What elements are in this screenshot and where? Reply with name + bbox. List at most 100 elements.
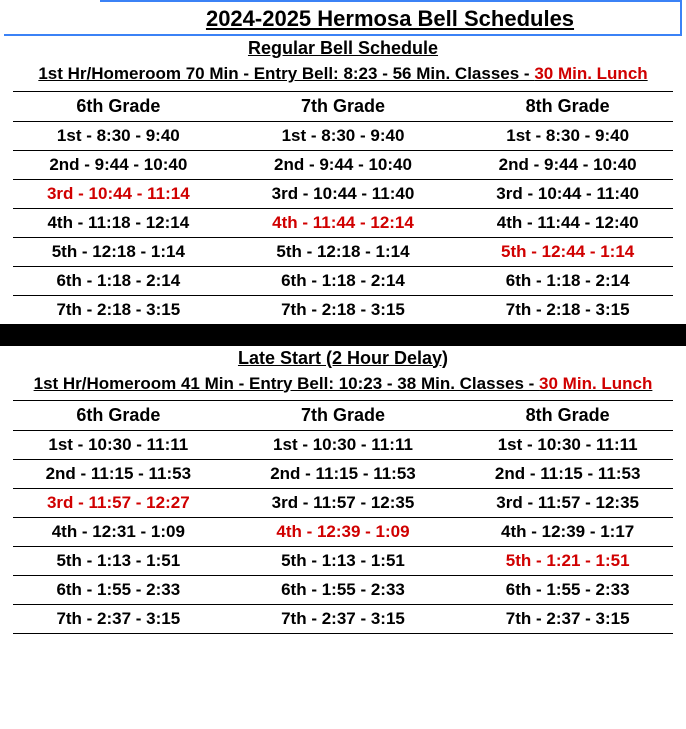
column-gap (224, 150, 238, 179)
column-gap (448, 489, 462, 518)
schedule-table: 6th Grade 7th Grade 8th Grade1st - 10:30 -… (13, 400, 673, 634)
period-cell: 7th - 2:37 - 3:15 (13, 605, 224, 634)
period-cell: 7th - 2:37 - 3:15 (462, 605, 673, 634)
period-cell: 2nd - 11:15 - 11:53 (462, 460, 673, 489)
page-root: 2024-2025 Hermosa Bell Schedules Regular… (0, 0, 686, 634)
period-cell: 3rd - 11:57 - 12:35 (462, 489, 673, 518)
period-cell: 3rd - 11:57 - 12:27 (13, 489, 224, 518)
column-gap (224, 489, 238, 518)
column-gap (448, 605, 462, 634)
period-cell: 5th - 1:21 - 1:51 (462, 547, 673, 576)
schedule-title: Late Start (2 Hour Delay) (0, 346, 686, 371)
subheader-text: 1st Hr/Homeroom 70 Min - Entry Bell: 8:2… (38, 64, 534, 83)
period-cell: 6th - 1:18 - 2:14 (238, 266, 449, 295)
period-cell: 5th - 1:13 - 1:51 (238, 547, 449, 576)
table-row: 6th - 1:55 - 2:33 6th - 1:55 - 2:33 6th - … (13, 576, 673, 605)
column-gap (448, 460, 462, 489)
column-gap (224, 460, 238, 489)
column-gap (224, 431, 238, 460)
schedules-container: Regular Bell Schedule 1st Hr/Homeroom 70 … (0, 36, 686, 634)
column-gap (448, 518, 462, 547)
column-gap (448, 208, 462, 237)
period-cell: 6th - 1:55 - 2:33 (13, 576, 224, 605)
period-cell: 6th - 1:55 - 2:33 (462, 576, 673, 605)
subheader-lunch: 30 Min. Lunch (534, 64, 647, 83)
column-gap (224, 237, 238, 266)
period-cell: 1st - 8:30 - 9:40 (13, 121, 224, 150)
column-gap (448, 237, 462, 266)
table-row: 4th - 11:18 - 12:144th - 11:44 - 12:144t… (13, 208, 673, 237)
period-cell: 5th - 12:44 - 1:14 (462, 237, 673, 266)
period-cell: 4th - 12:39 - 1:17 (462, 518, 673, 547)
column-gap (448, 179, 462, 208)
period-cell: 3rd - 11:57 - 12:35 (238, 489, 449, 518)
period-cell: 6th - 1:55 - 2:33 (238, 576, 449, 605)
grade-header: 7th Grade (238, 91, 449, 121)
period-cell: 7th - 2:37 - 3:15 (238, 605, 449, 634)
table-row: 4th - 12:31 - 1:094th - 12:39 - 1:094th … (13, 518, 673, 547)
table-row: 1st - 8:30 - 9:40 1st - 8:30 - 9:40 1st - … (13, 121, 673, 150)
period-cell: 2nd - 9:44 - 10:40 (462, 150, 673, 179)
schedule-block: Regular Bell Schedule 1st Hr/Homeroom 70 … (0, 36, 686, 325)
column-gap (224, 208, 238, 237)
grade-header: 7th Grade (238, 401, 449, 431)
table-row: 7th - 2:18 - 3:15 7th - 2:18 - 3:15 7th - … (13, 295, 673, 324)
schedule-subheader: 1st Hr/Homeroom 70 Min - Entry Bell: 8:2… (0, 61, 686, 91)
column-gap (448, 431, 462, 460)
table-row: 3rd - 10:44 - 11:14 3rd - 10:44 - 11:40 3r… (13, 179, 673, 208)
column-gap (448, 266, 462, 295)
period-cell: 2nd - 9:44 - 10:40 (13, 150, 224, 179)
grade-header: 8th Grade (462, 401, 673, 431)
period-cell: 5th - 12:18 - 1:14 (238, 237, 449, 266)
column-gap (448, 547, 462, 576)
grade-header: 6th Grade (13, 401, 224, 431)
column-gap (224, 91, 238, 121)
grade-header: 8th Grade (462, 91, 673, 121)
column-gap (224, 605, 238, 634)
table-header-row: 6th Grade7th Grade8th Grade (13, 91, 673, 121)
column-gap (448, 91, 462, 121)
table-row: 2nd - 11:15 - 11:53 2nd - 11:15 - 11:53 2n… (13, 460, 673, 489)
period-cell: 1st - 8:30 - 9:40 (238, 121, 449, 150)
column-gap (448, 401, 462, 431)
column-gap (224, 518, 238, 547)
column-gap (224, 179, 238, 208)
subheader-lunch: 30 Min. Lunch (539, 374, 652, 393)
table-row: 5th - 1:13 - 1:51 5th - 1:13 - 1:51 5th - … (13, 547, 673, 576)
column-gap (224, 576, 238, 605)
table-row: 3rd - 11:57 - 12:27 3rd - 11:57 - 12:35 3r… (13, 489, 673, 518)
table-row: 7th - 2:37 - 3:15 7th - 2:37 - 3:15 7th - … (13, 605, 673, 634)
period-cell: 1st - 10:30 - 11:11 (462, 431, 673, 460)
period-cell: 4th - 11:44 - 12:40 (462, 208, 673, 237)
subheader-text: 1st Hr/Homeroom 41 Min - Entry Bell: 10:… (34, 374, 539, 393)
column-gap (224, 266, 238, 295)
period-cell: 3rd - 10:44 - 11:40 (238, 179, 449, 208)
table-row: 2nd - 9:44 - 10:40 2nd - 9:44 - 10:40 2nd … (13, 150, 673, 179)
schedule-subheader: 1st Hr/Homeroom 41 Min - Entry Bell: 10:… (0, 371, 686, 401)
table-row: 1st - 10:30 - 11:111st - 10:30 - 11:111s… (13, 431, 673, 460)
period-cell: 7th - 2:18 - 3:15 (13, 295, 224, 324)
period-cell: 2nd - 11:15 - 11:53 (238, 460, 449, 489)
column-gap (224, 547, 238, 576)
period-cell: 4th - 12:39 - 1:09 (238, 518, 449, 547)
schedule-block: Late Start (2 Hour Delay) 1st Hr/Homeroom… (0, 346, 686, 635)
table-row: 6th - 1:18 - 2:146th - 1:18 - 2:146th - … (13, 266, 673, 295)
period-cell: 5th - 1:13 - 1:51 (13, 547, 224, 576)
period-cell: 4th - 11:44 - 12:14 (238, 208, 449, 237)
schedule-title: Regular Bell Schedule (0, 36, 686, 61)
column-gap (448, 121, 462, 150)
period-cell: 7th - 2:18 - 3:15 (238, 295, 449, 324)
period-cell: 2nd - 9:44 - 10:40 (238, 150, 449, 179)
column-gap (448, 150, 462, 179)
period-cell: 2nd - 11:15 - 11:53 (13, 460, 224, 489)
period-cell: 7th - 2:18 - 3:15 (462, 295, 673, 324)
table-header-row: 6th Grade 7th Grade 8th Grade (13, 401, 673, 431)
period-cell: 6th - 1:18 - 2:14 (462, 266, 673, 295)
period-cell: 5th - 12:18 - 1:14 (13, 237, 224, 266)
column-gap (224, 295, 238, 324)
period-cell: 1st - 8:30 - 9:40 (462, 121, 673, 150)
column-gap (224, 121, 238, 150)
period-cell: 3rd - 10:44 - 11:14 (13, 179, 224, 208)
divider-bar (0, 324, 686, 346)
period-cell: 3rd - 10:44 - 11:40 (462, 179, 673, 208)
